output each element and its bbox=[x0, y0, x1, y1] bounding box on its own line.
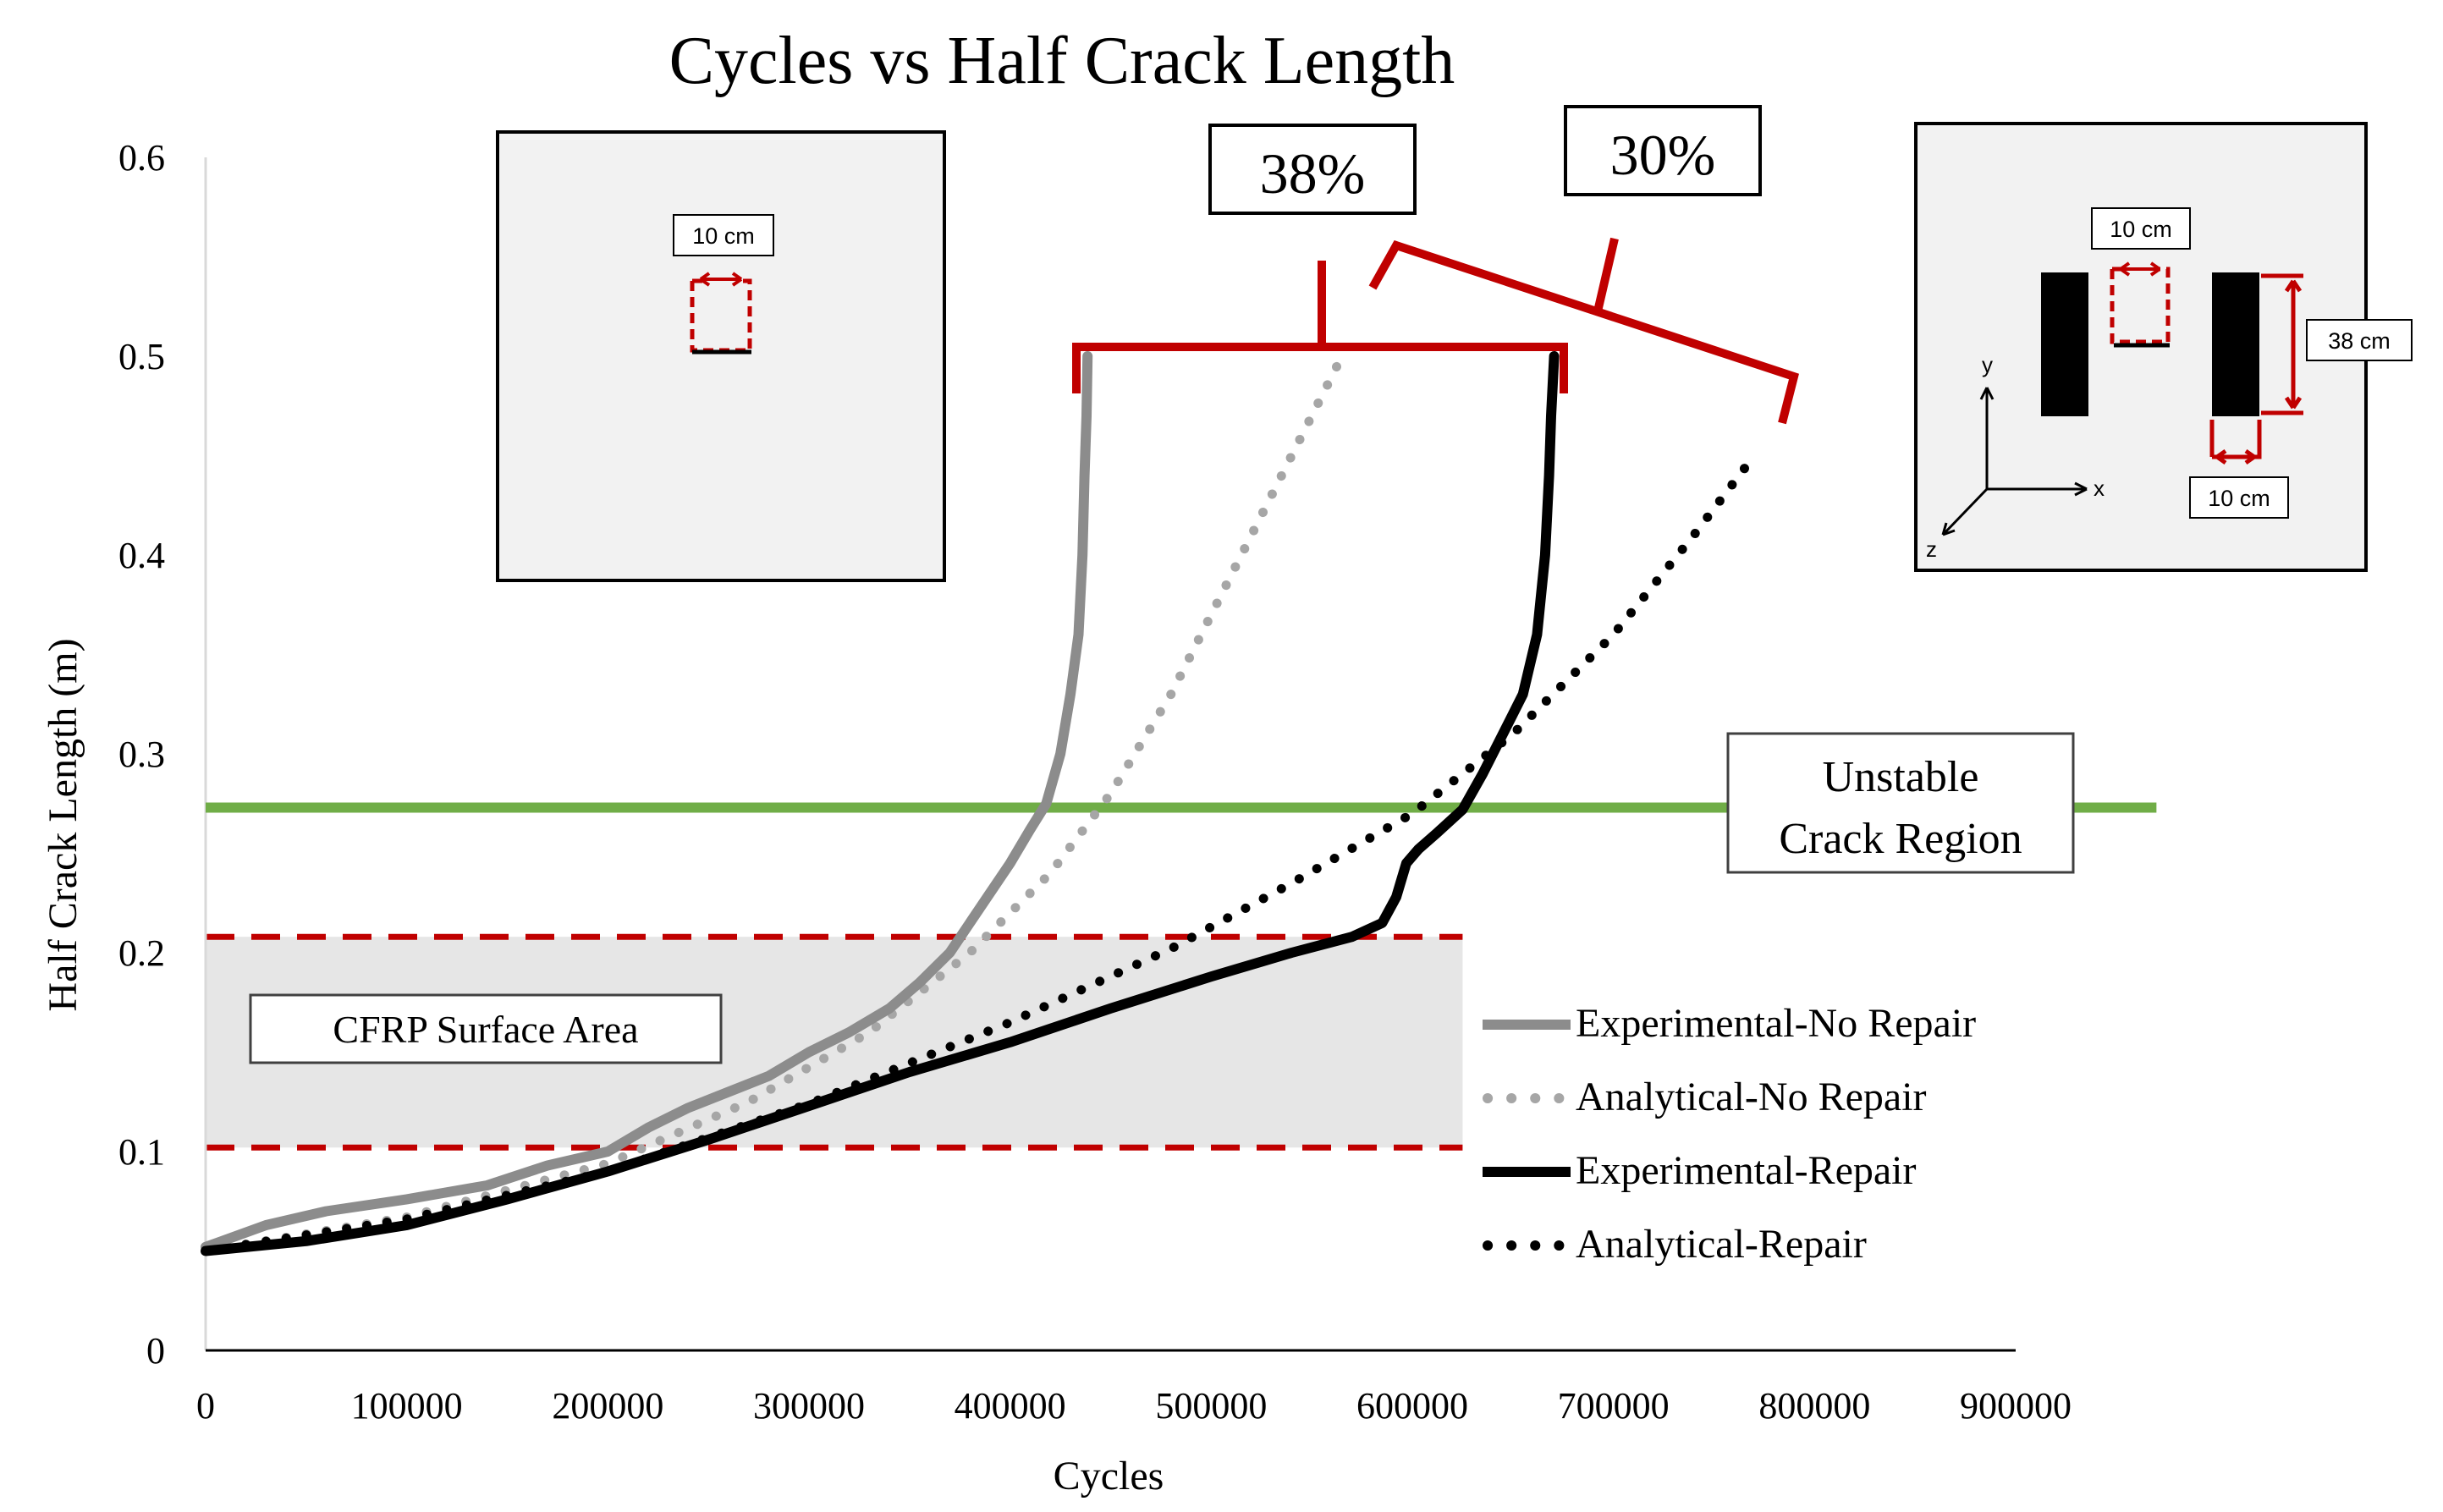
y-axis-label: Half Crack Length (m) bbox=[41, 638, 85, 1011]
inset-repair-patch-width-box bbox=[2189, 476, 2289, 519]
axes bbox=[204, 157, 2016, 1352]
inset-no-repair-specimen: 10 cm bbox=[496, 130, 946, 582]
unstable-crack-region-line-1: Unstable bbox=[1823, 753, 1979, 801]
legend-label-analytical-no-repair: Analytical-No Repair bbox=[1576, 1075, 1927, 1119]
legend-label-experimental-repair: Experimental-Repair bbox=[1576, 1148, 1917, 1193]
inset-no-repair-dimension-box bbox=[673, 214, 774, 256]
cfrp-surface-area-box: CFRP Surface Area bbox=[249, 993, 723, 1064]
x-tick-label: 500000 bbox=[1155, 1385, 1267, 1427]
y-tick-labels: 0 0.1 0.2 0.3 0.4 0.5 0.6 bbox=[118, 137, 165, 1372]
x-tick-label: 300000 bbox=[753, 1385, 865, 1427]
series-experimental-repair bbox=[201, 351, 1560, 1256]
inset-repair-patch-width-arrow bbox=[2209, 420, 2262, 465]
bracket-30-percent-tip bbox=[1593, 237, 1619, 313]
inset-repair-crack-dimension-box bbox=[2091, 207, 2191, 250]
y-tick-label: 0.3 bbox=[118, 734, 165, 775]
x-tick-labels: 0 100000 200000 300000 400000 500000 600000 700… bbox=[196, 1385, 2072, 1427]
legend-label-analytical-repair: Analytical-Repair bbox=[1576, 1222, 1867, 1267]
x-tick-label: 900000 bbox=[1960, 1385, 2072, 1427]
x-tick-label: 600000 bbox=[1356, 1385, 1468, 1427]
x-tick-label: 800000 bbox=[1758, 1385, 1870, 1427]
label-30-percent-box bbox=[1564, 105, 1762, 196]
x-axis-label: Cycles bbox=[1054, 1454, 1164, 1498]
x-tick-label: 100000 bbox=[351, 1385, 463, 1427]
series-experimental-no-repair bbox=[201, 351, 1093, 1252]
inset-repair-cfrp-patch-left bbox=[2041, 272, 2088, 416]
inset-repair-axis-x-label: x bbox=[2094, 476, 2105, 501]
legend: Experimental-No Repair Analytical-No Repa… bbox=[1483, 1001, 1976, 1267]
inset-repair-height-arrow bbox=[2261, 273, 2303, 415]
x-tick-label: 0 bbox=[196, 1385, 215, 1427]
inset-repair-crack-dimension-label: 10 cm bbox=[2110, 217, 2172, 242]
label-38-percent: 38% bbox=[1260, 141, 1366, 206]
bracket-38-percent-shape bbox=[1072, 261, 1568, 393]
y-tick-label: 0.2 bbox=[118, 932, 165, 974]
inset-repair-axis-triad bbox=[1941, 387, 2088, 536]
series-layer bbox=[201, 351, 1759, 1256]
chart-title: Cycles vs Half Crack Length bbox=[669, 24, 1455, 98]
x-tick-label: 400000 bbox=[955, 1385, 1066, 1427]
inset-repair-height-box bbox=[2306, 319, 2413, 361]
bracket-38-percent: 38% bbox=[1072, 124, 1568, 393]
y-tick-label: 0.5 bbox=[118, 336, 165, 377]
unstable-crack-region-frame bbox=[1726, 732, 2075, 874]
cfrp-surface-area-frame bbox=[249, 993, 723, 1064]
inset-no-repair-plate bbox=[496, 130, 946, 582]
inset-repair-height-label: 38 cm bbox=[2328, 328, 2391, 354]
label-30-percent: 30% bbox=[1610, 123, 1716, 187]
inset-repair-specimen: 10 cm 38 cm 10 cm y x z bbox=[1914, 122, 2413, 572]
unstable-crack-region-line-2: Crack Region bbox=[1779, 815, 2022, 863]
inset-repair-crack-arrow bbox=[2119, 261, 2161, 277]
bracket-30-percent-shape bbox=[1368, 239, 1799, 425]
series-analytical-repair bbox=[201, 451, 1759, 1256]
inset-no-repair-width-arrow bbox=[699, 272, 743, 287]
label-38-percent-box bbox=[1208, 124, 1417, 215]
y-tick-label: 0 bbox=[146, 1330, 165, 1372]
inset-repair-axis-z-label: z bbox=[1926, 536, 1937, 562]
inset-no-repair-dimension-label: 10 cm bbox=[692, 223, 755, 249]
x-tick-label: 200000 bbox=[552, 1385, 663, 1427]
inset-repair-patch-width-label: 10 cm bbox=[2208, 486, 2270, 511]
bracket-30-percent: 30% bbox=[1368, 105, 1799, 425]
cfrp-surface-area-label: CFRP Surface Area bbox=[333, 1008, 638, 1051]
unstable-crack-region-box: Unstable Crack Region bbox=[1726, 732, 2075, 874]
inset-repair-cfrp-patch-right bbox=[2212, 272, 2259, 416]
x-tick-label: 700000 bbox=[1558, 1385, 1670, 1427]
inset-repair-axis-y-label: y bbox=[1982, 352, 1993, 377]
y-tick-label: 0.1 bbox=[118, 1131, 165, 1173]
legend-label-experimental-no-repair: Experimental-No Repair bbox=[1576, 1001, 1976, 1046]
y-tick-label: 0.4 bbox=[118, 535, 165, 576]
y-tick-label: 0.6 bbox=[118, 137, 165, 179]
